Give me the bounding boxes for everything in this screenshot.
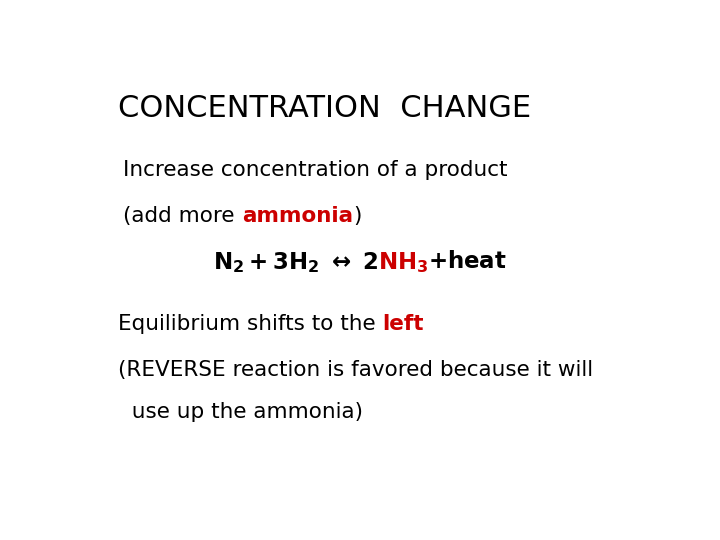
Text: ): ) <box>353 206 361 226</box>
Text: (add more: (add more <box>124 206 242 226</box>
Text: (REVERSE reaction is favored because it will: (REVERSE reaction is favored because it … <box>118 360 593 380</box>
Text: Increase concentration of a product: Increase concentration of a product <box>124 160 508 180</box>
Text: CONCENTRATION  CHANGE: CONCENTRATION CHANGE <box>118 94 531 123</box>
Text: ammonia: ammonia <box>242 206 353 226</box>
Text: Equilibrium shifts to the: Equilibrium shifts to the <box>118 314 382 334</box>
Text: $\mathbf{+ heat}$: $\mathbf{+ heat}$ <box>428 250 507 273</box>
Text: $\mathbf{N_2 + 3H_2\ \leftrightarrow\ 2}$: $\mathbf{N_2 + 3H_2\ \leftrightarrow\ 2}… <box>213 250 378 275</box>
Text: use up the ammonia): use up the ammonia) <box>118 402 363 422</box>
Text: $\mathbf{NH_3}$: $\mathbf{NH_3}$ <box>378 250 428 275</box>
Text: left: left <box>382 314 424 334</box>
